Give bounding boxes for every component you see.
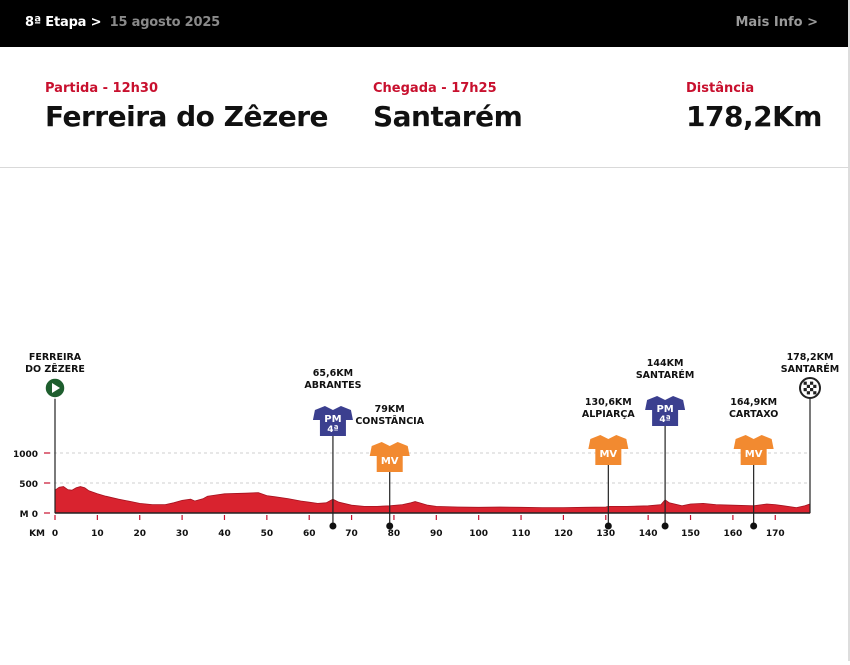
x-tick-label-70: 70 [345,529,358,539]
marker-2-dot [386,522,394,530]
marker-2-label-1: 79KM [375,404,405,415]
marker-1-pm-jersey-icon [312,406,353,436]
marker-1-dot [329,522,337,530]
x-tick-label-150: 150 [681,529,700,539]
more-info-link[interactable]: Mais Info > [735,15,818,30]
x-tick-label-90: 90 [430,529,443,539]
x-tick-label-20: 20 [133,529,146,539]
elevation-profile-area: M 0 500 1000 KM 0 10 20 30 40 50 60 70 80 90 100 110 120… [0,168,850,661]
play-icon [52,383,60,393]
elevation-profile-chart: M 0 500 1000 KM 0 10 20 30 40 50 60 70 80 90 100 110 120… [13,352,840,539]
marker-5-mv-jersey-icon [733,435,774,465]
breadcrumb: 8ª Etapa > 15 agosto 2025 [25,15,220,30]
y-tick-label-1000: 1000 [13,450,38,460]
checkered-square [806,384,810,388]
marker-6-label-2: SANTARÉM [781,363,840,375]
elevation-profile-area-path [54,486,811,514]
x-tick-label-60: 60 [303,529,316,539]
start-city: Ferreira do Zêzere [45,100,329,133]
marker-5-dot [750,522,758,530]
marker-2-mv-jersey-icon-text: MV [381,456,399,467]
y-tick-label-0: M 0 [20,510,38,520]
checkered-square [813,391,817,395]
marker-3-mv-jersey-icon-text: MV [599,449,617,460]
marker-1-pm-jersey-icon-text-top: PM [324,414,341,425]
finish-city: Santarém [373,100,523,133]
stage-header-bar: 8ª Etapa > 15 agosto 2025 Mais Info > [0,0,850,47]
marker-0-label-1: FERREIRA [29,352,82,363]
checkered-square [806,391,810,395]
x-tick-label-140: 140 [639,529,658,539]
marker-5-label-2: CARTAXO [729,409,778,420]
checkered-square [803,388,807,392]
x-tick-label-110: 110 [512,529,531,539]
marker-4-pm-jersey-icon [645,396,686,426]
marker-3-label-2: ALPIARÇA [582,409,636,420]
marker-5-label-1: 164,9KM [730,397,777,408]
start-label: Partida - 12h30 [45,81,158,96]
marker-1-pm-jersey-icon-text-bottom: 4ª [327,425,338,435]
x-tick-label-130: 130 [596,529,615,539]
checkered-square [810,381,814,385]
start-info: Partida - 12h30 Ferreira do Zêzere [45,81,329,133]
x-tick-label-30: 30 [176,529,189,539]
distance-value: 178,2Km [686,100,822,133]
marker-3-dot [604,522,612,530]
marker-4-pm-jersey-icon-text-bottom: 4ª [659,415,670,425]
x-axis-label: KM [29,529,45,539]
marker-5-mv-jersey-icon-text: MV [745,449,763,460]
marker-4-label-1: 144KM [647,358,684,369]
stage-info-panel: Partida - 12h30 Ferreira do Zêzere Chega… [0,47,850,168]
y-tick-label-500: 500 [19,480,38,490]
finish-label: Chegada - 17h25 [373,81,497,96]
checkered-square [810,388,814,392]
x-tick-label-170: 170 [766,529,785,539]
marker-2-label-2: CONSTÂNCIA [355,415,424,427]
marker-2-mv-jersey-icon [369,442,410,472]
marker-0-label-2: DO ZÊZERE [25,363,85,375]
marker-3-label-1: 130,6KM [585,397,632,408]
breadcrumb-stage[interactable]: 8ª Etapa [25,15,87,30]
x-tick-label-80: 80 [388,529,401,539]
finish-info: Chegada - 17h25 Santarém [373,81,523,133]
distance-label: Distância [686,81,755,96]
distance-info: Distância 178,2Km [686,81,822,133]
marker-6-label-1: 178,2KM [787,352,834,363]
x-tick-label-0: 0 [52,529,58,539]
marker-4-dot [661,522,669,530]
x-tick-label-120: 120 [554,529,573,539]
breadcrumb-separator: > [90,15,102,30]
x-tick-label-40: 40 [218,529,231,539]
x-tick-label-160: 160 [723,529,742,539]
marker-3-mv-jersey-icon [588,435,629,465]
breadcrumb-date: 15 agosto 2025 [109,15,221,30]
marker-1-label-2: ABRANTES [304,380,361,391]
marker-4-pm-jersey-icon-text-top: PM [656,404,673,415]
x-tick-label-50: 50 [261,529,274,539]
checkered-square [803,381,807,385]
marker-1-label-1: 65,6KM [313,368,353,379]
checkered-square [813,384,817,388]
x-tick-label-10: 10 [91,529,104,539]
x-tick-label-100: 100 [469,529,488,539]
marker-4-label-2: SANTARÉM [636,369,695,381]
